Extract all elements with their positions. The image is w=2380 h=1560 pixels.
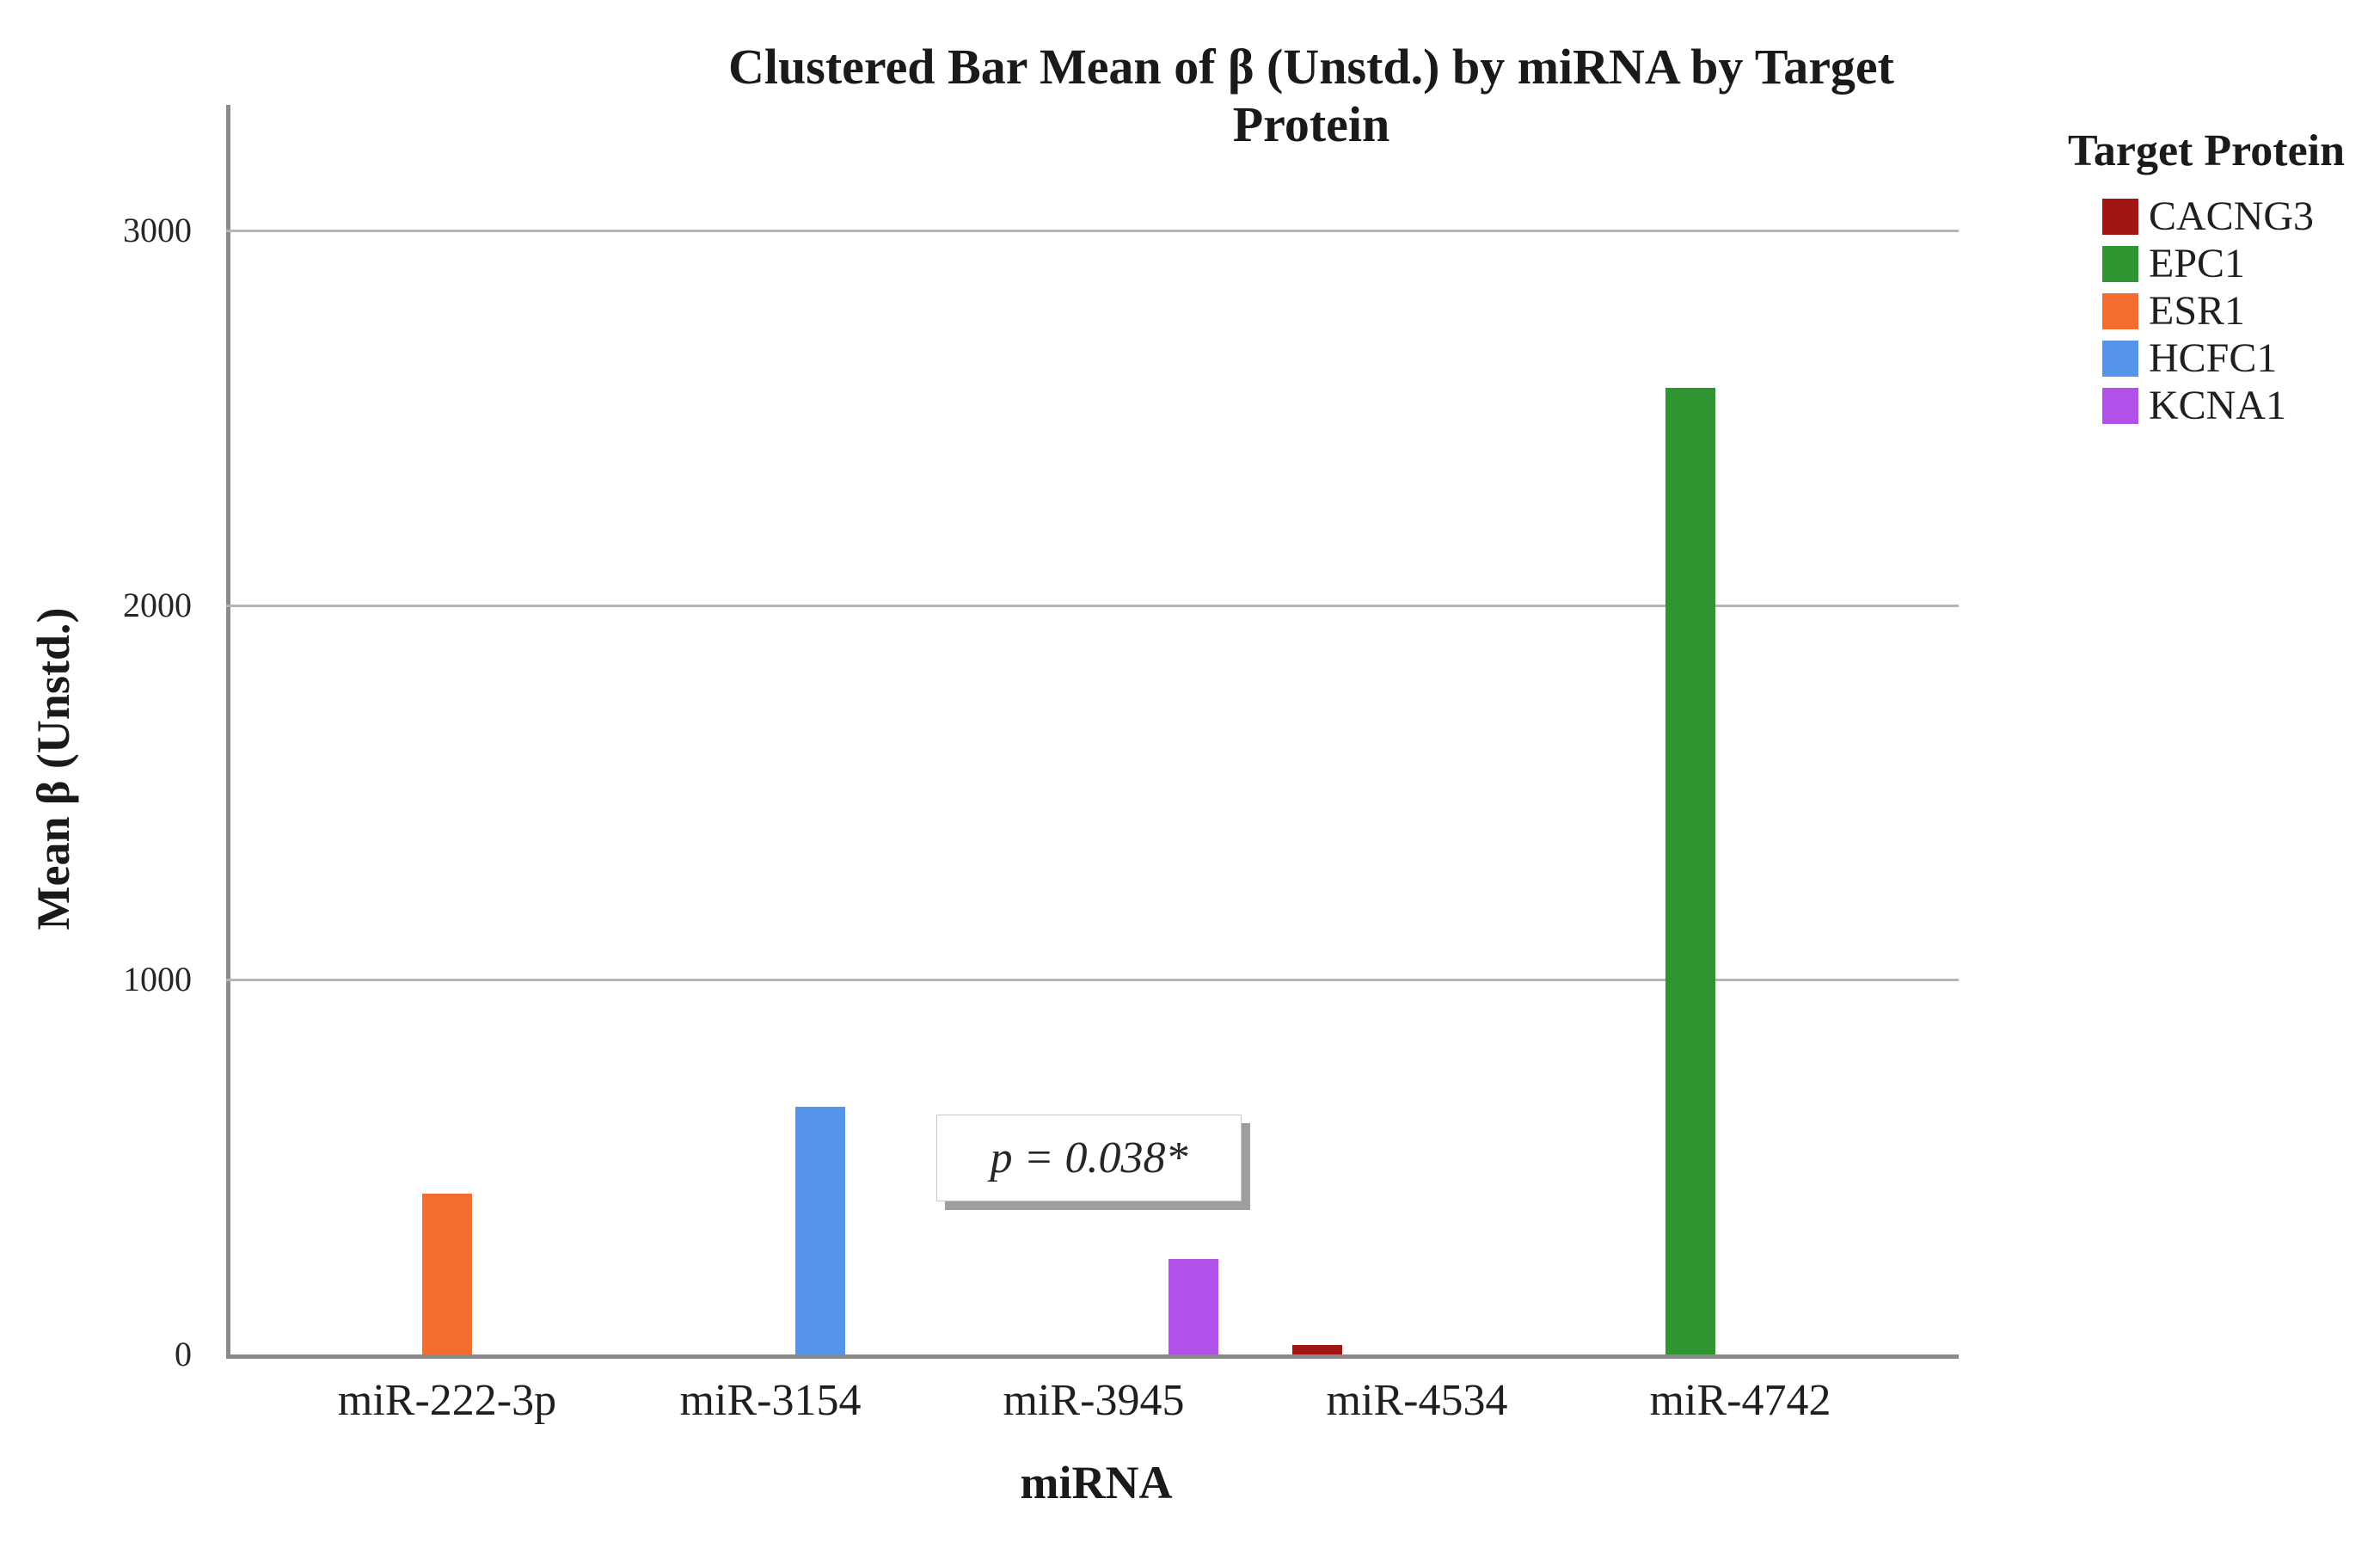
plot-area (226, 105, 1959, 1354)
gridline-1000 (226, 979, 1959, 982)
legend-title: Target Protein (2067, 126, 2346, 175)
legend-item-ESR1: ESR1 (2102, 288, 2365, 334)
p-value-annotation: p = 0.038* (936, 1115, 1242, 1201)
p-value-text: p = 0.038* (990, 1133, 1188, 1182)
x-tick-label-miR-4742: miR-4742 (1649, 1376, 1831, 1425)
legend-item-HCFC1: HCFC1 (2102, 335, 2365, 381)
legend-label-EPC1: EPC1 (2149, 241, 2246, 286)
legend-label-KCNA1: KCNA1 (2149, 383, 2287, 428)
bar-EPC1-miR-4742 (1665, 388, 1715, 1354)
chart-title: Clustered Bar Mean of β (Unstd.) by miRN… (727, 39, 1894, 152)
y-tick-label-0: 0 (175, 1335, 192, 1373)
x-axis-baseline (226, 1354, 1959, 1359)
legend-swatch-HCFC1 (2102, 341, 2138, 377)
bar-KCNA1-miR-3945 (1169, 1259, 1218, 1354)
legend-label-ESR1: ESR1 (2149, 288, 2246, 334)
bar-HCFC1-miR-3154 (795, 1107, 845, 1354)
legend-swatch-KCNA1 (2102, 388, 2138, 424)
bar-ESR1-miR-222-3p (422, 1194, 472, 1354)
legend-swatch-CACNG3 (2102, 199, 2138, 235)
gridline-3000 (226, 229, 1959, 232)
x-tick-label-miR-4534: miR-4534 (1326, 1376, 1508, 1425)
x-tick-label-miR-3154: miR-3154 (679, 1376, 862, 1425)
bar-CACNG3-miR-4534 (1292, 1345, 1342, 1354)
legend-swatch-EPC1 (2102, 246, 2138, 282)
legend-item-KCNA1: KCNA1 (2102, 383, 2365, 428)
gridline-2000 (226, 604, 1959, 607)
legend-item-CACNG3: CACNG3 (2102, 193, 2365, 239)
legend-item-EPC1: EPC1 (2102, 241, 2365, 286)
y-tick-label-1000: 1000 (123, 960, 192, 999)
y-tick-label-2000: 2000 (123, 585, 192, 624)
legend-label-HCFC1: HCFC1 (2149, 335, 2278, 381)
legend-label-CACNG3: CACNG3 (2149, 193, 2315, 239)
y-axis-spine (226, 105, 230, 1359)
legend-swatch-ESR1 (2102, 293, 2138, 329)
x-tick-label-miR-222-3p: miR-222-3p (337, 1376, 557, 1425)
legend: Target Protein CACNG3 EPC1 ESR1 HCFC1 KCNA1 (2047, 126, 2365, 435)
x-tick-label-miR-3945: miR-3945 (1003, 1376, 1185, 1425)
legend-item-list: CACNG3 EPC1 ESR1 HCFC1 KCNA1 (2102, 193, 2365, 428)
y-tick-label-3000: 3000 (123, 210, 192, 249)
x-axis-title: miRNA (1020, 1457, 1173, 1508)
